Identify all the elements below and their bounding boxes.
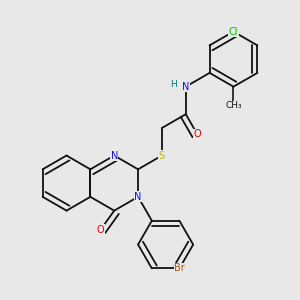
Text: O: O xyxy=(97,225,104,235)
Text: O: O xyxy=(194,130,201,140)
Text: Br: Br xyxy=(174,263,185,273)
Text: CH₃: CH₃ xyxy=(225,101,242,110)
Text: Cl: Cl xyxy=(229,27,238,37)
Text: N: N xyxy=(134,192,142,202)
Text: H: H xyxy=(170,80,177,89)
Text: N: N xyxy=(110,151,118,160)
Text: N: N xyxy=(182,82,190,92)
Text: S: S xyxy=(159,151,165,160)
